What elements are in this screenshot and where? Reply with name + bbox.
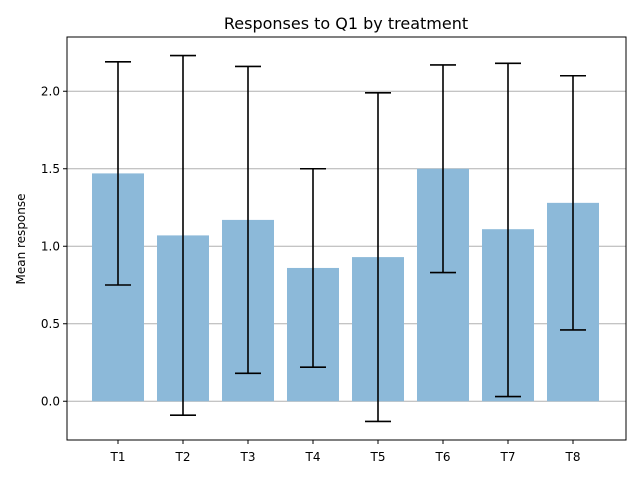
x-tick-label: T1 (110, 450, 126, 464)
y-tick-label: 0.5 (41, 317, 60, 331)
y-axis-label: Mean response (14, 193, 28, 284)
chart-title: Responses to Q1 by treatment (224, 14, 468, 33)
x-tick-label: T7 (500, 450, 516, 464)
y-tick-label: 1.0 (41, 239, 60, 253)
y-gridlines (67, 90, 626, 402)
plot-frame (66, 36, 627, 441)
y-tick-label: 1.5 (41, 162, 60, 176)
x-tick-label: T5 (370, 450, 386, 464)
x-tick-label: T3 (240, 450, 256, 464)
x-tick-label: T4 (305, 450, 321, 464)
bars (92, 168, 599, 402)
y-axis-ticks: 0.0 0.5 1.0 1.5 2.0 (41, 84, 67, 408)
x-axis-ticks: T1 T2 T3 T4 T5 T6 T7 T8 (110, 440, 581, 464)
x-tick-label: T6 (435, 450, 451, 464)
x-tick-label: T8 (565, 450, 581, 464)
error-bars (105, 54, 586, 423)
y-tick-label: 2.0 (41, 84, 60, 98)
x-tick-label: T2 (175, 450, 191, 464)
y-tick-label: 0.0 (41, 394, 60, 408)
